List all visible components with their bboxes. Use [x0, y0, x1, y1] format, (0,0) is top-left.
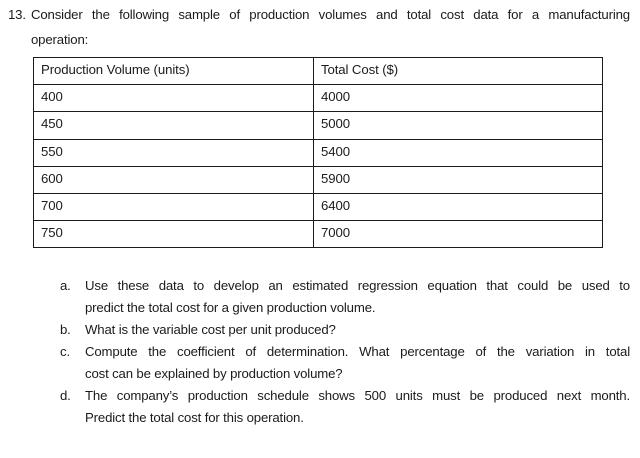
cell-cost: 4000 — [313, 84, 603, 113]
table-row: 750 7000 — [33, 220, 603, 249]
table-row: 600 5900 — [33, 165, 603, 194]
cell-volume: 450 — [33, 111, 314, 140]
subquestion-c: c. Compute the coefficient of determinat… — [60, 341, 631, 385]
cell-cost: 6400 — [313, 192, 603, 222]
cell-cost: 5900 — [313, 165, 603, 194]
table-row: 400 4000 — [33, 84, 603, 113]
subquestion-line: What is the variable cost per unit produ… — [85, 322, 336, 337]
cell-cost: 7000 — [313, 220, 603, 249]
intro-line: Consider the following sample of product… — [31, 7, 630, 22]
subquestion-label: b. — [60, 322, 71, 337]
subquestion-text: Compute the coefficient of determination… — [85, 341, 630, 385]
table-header-row: Production Volume (units) Total Cost ($) — [33, 56, 603, 86]
subquestion-line: cost can be explained by production volu… — [85, 366, 343, 381]
subquestion-d: d. The company’s production schedule sho… — [60, 385, 631, 429]
question-intro-text: Consider the following sample of product… — [31, 2, 630, 52]
subquestion-b: b. What is the variable cost per unit pr… — [60, 319, 631, 341]
cell-volume: 550 — [33, 138, 314, 167]
subquestion-label: d. — [60, 388, 71, 403]
cell-volume: 700 — [33, 192, 314, 222]
subquestion-line: Compute the coefficient of determination… — [85, 344, 630, 359]
subquestion-line: Use these data to develop an estimated r… — [85, 278, 630, 293]
cell-cost: 5000 — [313, 111, 603, 140]
subquestion-text: Use these data to develop an estimated r… — [85, 275, 630, 319]
production-cost-table: Production Volume (units) Total Cost ($)… — [33, 56, 603, 249]
table-row: 550 5400 — [33, 138, 603, 167]
question-intro: 13. Consider the following sample of pro… — [8, 2, 632, 52]
table-row: 700 6400 — [33, 192, 603, 222]
subquestion-label: c. — [60, 344, 70, 359]
subquestion-text: What is the variable cost per unit produ… — [85, 319, 630, 341]
column-header-total-cost: Total Cost ($) — [313, 56, 603, 86]
cell-volume: 400 — [33, 84, 314, 113]
cell-cost: 5400 — [313, 138, 603, 167]
intro-line: operation: — [31, 32, 89, 47]
subquestion-line: The company’s production schedule shows … — [85, 388, 630, 403]
subquestion-line: Predict the total cost for this operatio… — [85, 410, 304, 425]
subquestion-text: The company’s production schedule shows … — [85, 385, 630, 429]
subquestion-a: a. Use these data to develop an estimate… — [60, 275, 631, 319]
cell-volume: 600 — [33, 165, 314, 194]
table-row: 450 5000 — [33, 111, 603, 140]
cell-volume: 750 — [33, 220, 314, 249]
column-header-production-volume: Production Volume (units) — [33, 56, 314, 86]
subquestion-line: predict the total cost for a given produ… — [85, 300, 376, 315]
subquestion-label: a. — [60, 278, 71, 293]
subquestion-list: a. Use these data to develop an estimate… — [60, 275, 631, 429]
question-number: 13. — [8, 7, 26, 22]
